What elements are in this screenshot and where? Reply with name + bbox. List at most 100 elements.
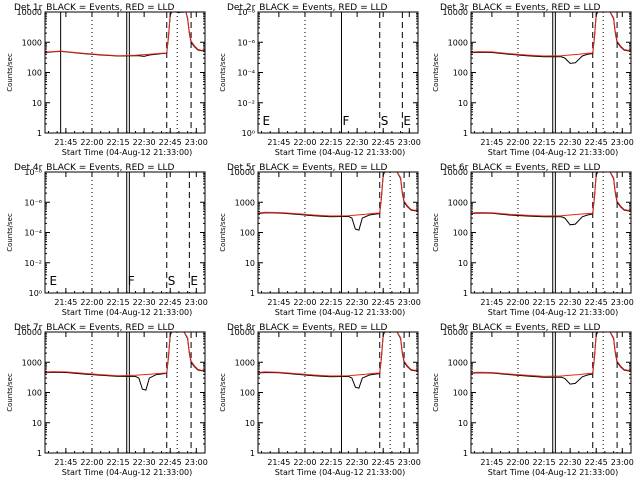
panel-title: Det 2r BLACK = Events, RED = LLD (227, 3, 387, 13)
panel-title: Det 3r BLACK = Events, RED = LLD (440, 3, 600, 13)
x-tick-label: 22:30 (346, 298, 369, 307)
series-events-line (44, 331, 205, 391)
y-tick-label: 10000 (17, 8, 42, 17)
y-tick-label: 10⁻² (237, 99, 255, 108)
y-axis-label: Counts/sec (432, 213, 440, 252)
panel-title-det: Det 6r (440, 163, 469, 173)
series-events-line (470, 171, 631, 226)
panel-title-legend: BLACK = Events, RED = LLD (259, 3, 387, 13)
x-tick-label: 22:15 (107, 138, 130, 147)
y-tick-label: 100 (27, 69, 42, 78)
marker-label: E (190, 274, 198, 288)
y-tick-label: 10 (245, 419, 255, 428)
y-tick-label: 10 (458, 419, 468, 428)
x-tick-label: 22:45 (372, 138, 395, 147)
series-events-line (44, 11, 205, 57)
marker-label: E (49, 274, 57, 288)
plot-frame (470, 171, 632, 294)
series-lld-line (470, 171, 631, 217)
x-axis-label: Start Time (04-Aug-12 21:33:00) (275, 308, 406, 317)
y-tick-label: 1 (463, 449, 468, 458)
y-tick-label: 1 (37, 449, 42, 458)
y-tick-label: 10⁰ (29, 289, 42, 298)
y-tick-label: 10000 (443, 328, 468, 337)
plot-frame (44, 11, 206, 134)
x-tick-label: 22:00 (80, 298, 103, 307)
panel-title-legend: BLACK = Events, RED = LLD (46, 323, 174, 333)
y-tick-label: 100 (240, 389, 255, 398)
y-tick-label: 1000 (235, 198, 255, 207)
x-tick-label: 22:30 (346, 458, 369, 467)
y-axis-label: Counts/sec (432, 373, 440, 412)
x-tick-label: 23:00 (611, 298, 634, 307)
x-tick-label: 22:00 (293, 458, 316, 467)
marker-label: S (381, 114, 389, 128)
x-tick-label: 22:45 (159, 138, 182, 147)
series-events-line (257, 171, 418, 231)
x-axis-label: Start Time (04-Aug-12 21:33:00) (62, 468, 193, 477)
panel-title: Det 6r BLACK = Events, RED = LLD (440, 163, 600, 173)
series-lld-line (470, 331, 631, 377)
x-tick-label: 21:45 (267, 298, 290, 307)
panel-title-det: Det 7r (14, 323, 43, 333)
y-axis-label: Counts/sec (6, 373, 14, 412)
y-tick-label: 1 (463, 129, 468, 138)
y-tick-label: 10000 (230, 168, 255, 177)
x-axis-label: Start Time (04-Aug-12 21:33:00) (62, 308, 193, 317)
y-tick-label: 100 (27, 389, 42, 398)
panel-1: Det 1r BLACK = Events, RED = LLD 1 10 100 100… (6, 3, 208, 157)
y-tick-label: 10 (32, 419, 42, 428)
panel-title-legend: BLACK = Events, RED = LLD (259, 163, 387, 173)
x-tick-label: 21:45 (54, 458, 77, 467)
plot-frame (470, 11, 632, 134)
y-tick-label: 1000 (448, 38, 468, 47)
y-tick-label: 10⁻² (24, 259, 42, 268)
plot-frame (257, 11, 419, 134)
y-tick-label: 10 (458, 259, 468, 268)
marker-label: E (403, 114, 411, 128)
y-tick-label: 100 (453, 389, 468, 398)
x-tick-label: 23:00 (398, 298, 421, 307)
panel-title-legend: BLACK = Events, RED = LLD (46, 3, 174, 13)
panel-title-det: Det 2r (227, 3, 256, 13)
y-tick-label: 1000 (22, 38, 42, 47)
x-tick-label: 22:15 (533, 138, 556, 147)
marker-label: S (168, 274, 176, 288)
y-tick-label: 10 (32, 99, 42, 108)
panel-title-legend: BLACK = Events, RED = LLD (472, 163, 600, 173)
x-tick-label: 21:45 (480, 298, 503, 307)
y-tick-label: 1000 (22, 358, 42, 367)
x-tick-label: 23:00 (398, 458, 421, 467)
x-tick-label: 21:45 (54, 138, 77, 147)
y-axis-label: Counts/sec (6, 213, 14, 252)
series-lld-line (257, 171, 418, 217)
x-tick-label: 22:30 (559, 458, 582, 467)
y-tick-label: 10000 (443, 168, 468, 177)
y-tick-label: 10000 (230, 328, 255, 337)
y-axis-label: Counts/sec (432, 53, 440, 92)
x-axis-label: Start Time (04-Aug-12 21:33:00) (275, 468, 406, 477)
panel-title: Det 7r BLACK = Events, RED = LLD (14, 323, 174, 333)
x-tick-label: 22:45 (159, 298, 182, 307)
x-tick-label: 22:00 (80, 458, 103, 467)
y-tick-label: 1000 (235, 358, 255, 367)
x-tick-label: 22:00 (506, 138, 529, 147)
x-tick-label: 22:30 (346, 138, 369, 147)
panel-title-det: Det 1r (14, 3, 43, 13)
x-tick-label: 21:45 (480, 138, 503, 147)
x-tick-label: 22:45 (585, 298, 608, 307)
x-tick-label: 22:45 (159, 458, 182, 467)
marker-label: F (342, 114, 349, 128)
y-axis-label: Counts/sec (219, 53, 227, 92)
plot-frame (257, 171, 419, 294)
panel-title-det: Det 8r (227, 323, 256, 333)
y-tick-label: 10⁻⁴ (24, 229, 42, 238)
series-lld-line (257, 331, 418, 377)
panel-title-legend: BLACK = Events, RED = LLD (472, 323, 600, 333)
panel-9: Det 9r BLACK = Events, RED = LLD 1 10 100 100… (432, 323, 634, 477)
x-tick-label: 23:00 (185, 298, 208, 307)
x-tick-label: 22:15 (533, 298, 556, 307)
x-tick-label: 21:45 (267, 458, 290, 467)
